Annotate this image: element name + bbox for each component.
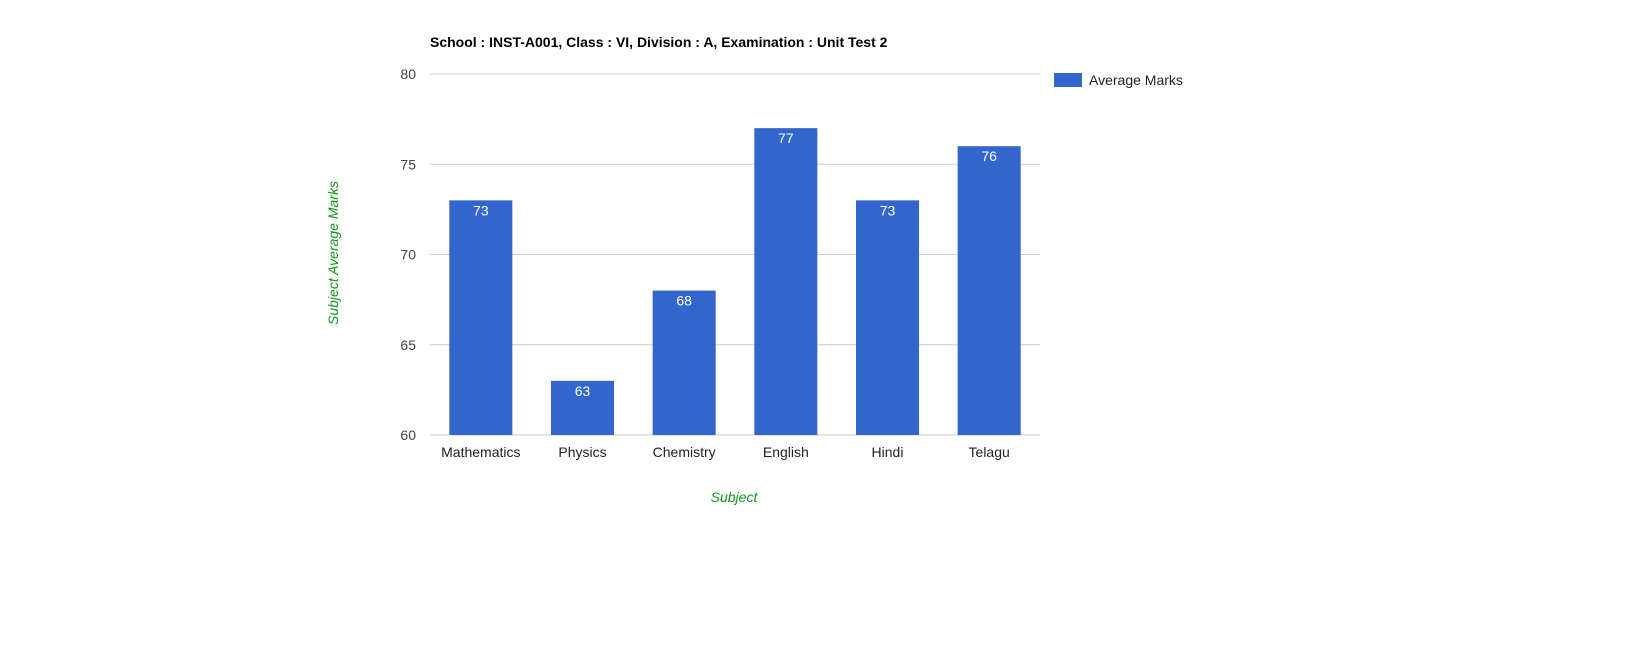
data-label: 63	[575, 383, 591, 399]
bar-english[interactable]	[754, 128, 818, 435]
bar-chemistry[interactable]	[652, 290, 716, 435]
y-tick-label: 70	[400, 247, 416, 263]
data-label: 73	[880, 202, 896, 218]
labels: 60 65 70 75 80 73 Mathematics 63 Physics 68 Chemis…	[400, 66, 1009, 460]
data-label: 76	[981, 148, 997, 164]
data-label: 77	[778, 130, 794, 146]
x-tick-label: Mathematics	[441, 444, 520, 460]
data-label: 73	[473, 202, 489, 218]
chart-title: School : INST-A001, Class : VI, Division…	[430, 34, 888, 50]
y-axis-title: Subject Average Marks	[325, 181, 341, 325]
legend-label: Average Marks	[1089, 72, 1183, 88]
bars	[449, 128, 1021, 435]
x-tick-label: English	[763, 444, 809, 460]
bar-hindi[interactable]	[855, 200, 920, 435]
y-tick-label: 65	[400, 337, 416, 353]
legend[interactable]: Average Marks	[1054, 72, 1183, 88]
x-axis-title: Subject	[711, 489, 759, 505]
bar-mathematics[interactable]	[449, 200, 513, 435]
data-label: 68	[676, 293, 692, 309]
y-tick-label: 80	[400, 66, 416, 82]
x-tick-label: Physics	[558, 444, 606, 460]
legend-swatch	[1054, 73, 1082, 87]
y-tick-label: 60	[400, 427, 416, 443]
x-tick-label: Chemistry	[653, 444, 716, 460]
x-tick-label: Hindi	[872, 444, 904, 460]
gridlines	[430, 73, 1040, 436]
bar-physics[interactable]	[550, 380, 615, 435]
bar-telagu[interactable]	[957, 146, 1021, 435]
x-tick-label: Telagu	[969, 444, 1010, 460]
y-tick-label: 75	[400, 156, 416, 172]
